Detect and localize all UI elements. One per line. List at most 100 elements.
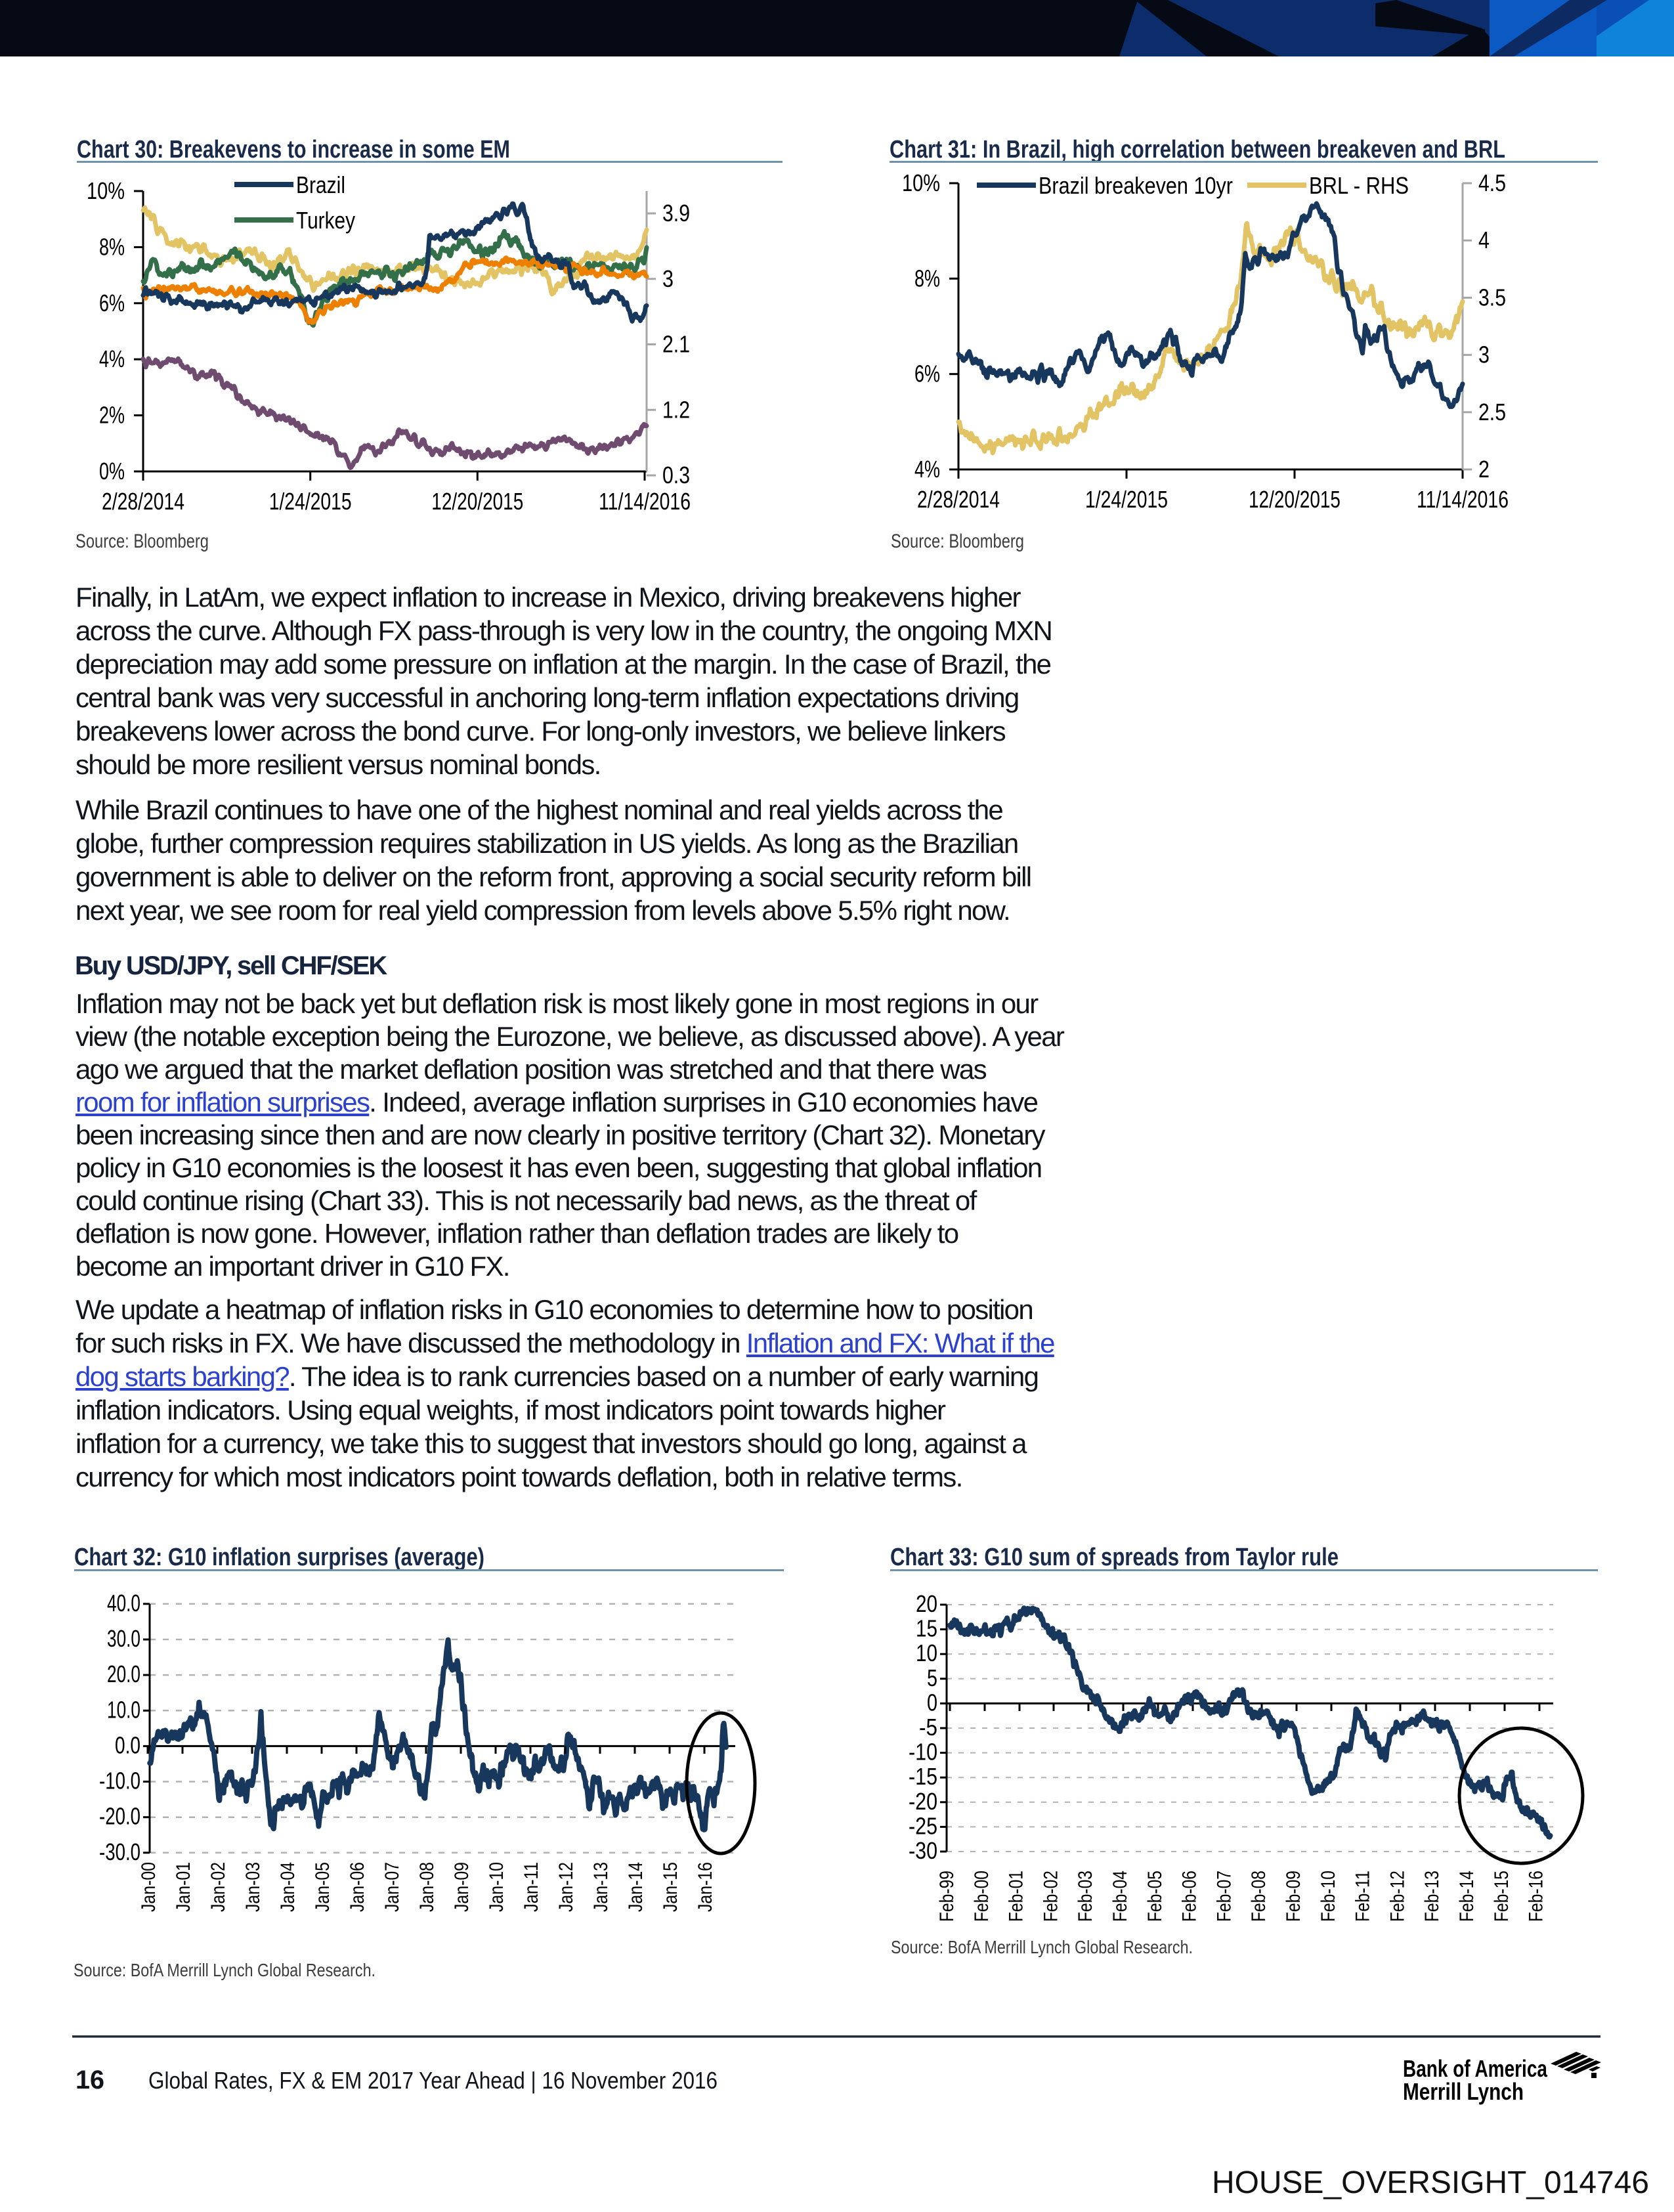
svg-text:Feb-07: Feb-07 [1213, 1871, 1235, 1922]
svg-text:Feb-11: Feb-11 [1352, 1871, 1374, 1922]
svg-text:15: 15 [916, 1615, 937, 1642]
svg-text:3: 3 [1478, 341, 1490, 368]
svg-text:3.5: 3.5 [1478, 284, 1506, 311]
svg-text:Jan-04: Jan-04 [277, 1862, 299, 1912]
svg-text:2.1: 2.1 [662, 331, 690, 358]
svg-text:10%: 10% [902, 169, 940, 196]
svg-text:16: 16 [75, 2066, 104, 2094]
svg-text:Feb-06: Feb-06 [1179, 1871, 1201, 1922]
svg-text:Jan-08: Jan-08 [416, 1862, 438, 1912]
svg-text:Source: Bloomberg: Source: Bloomberg [75, 531, 209, 552]
svg-text:20.0: 20.0 [107, 1660, 140, 1687]
svg-text:0.0: 0.0 [115, 1731, 140, 1758]
svg-text:Jan-03: Jan-03 [242, 1862, 264, 1912]
svg-text:Bank of America: Bank of America [1403, 2055, 1548, 2082]
svg-text:2.5: 2.5 [1478, 399, 1506, 425]
svg-text:Feb-14: Feb-14 [1456, 1871, 1478, 1922]
svg-text:Jan-06: Jan-06 [347, 1862, 368, 1912]
svg-text:Feb-99: Feb-99 [936, 1871, 958, 1922]
svg-text:-5: -5 [919, 1714, 937, 1741]
svg-text:Chart 30: Breakevens to increa: Chart 30: Breakevens to increase in some… [77, 136, 510, 163]
svg-text:Feb-12: Feb-12 [1386, 1871, 1408, 1922]
svg-text:8%: 8% [914, 265, 940, 292]
svg-text:Chart 32: G10 inflation surpri: Chart 32: G10 inflation surprises (avera… [74, 1544, 484, 1571]
svg-text:Feb-03: Feb-03 [1075, 1871, 1096, 1922]
svg-text:Feb-01: Feb-01 [1006, 1871, 1027, 1922]
svg-text:Jan-10: Jan-10 [486, 1862, 507, 1912]
svg-text:Source: BofA Merrill Lynch Glo: Source: BofA Merrill Lynch Global Resear… [74, 1960, 376, 1980]
svg-text:Merrill Lynch: Merrill Lynch [1403, 2078, 1524, 2105]
svg-text:BRL - RHS: BRL - RHS [1309, 172, 1409, 199]
svg-text:2: 2 [1478, 456, 1490, 483]
svg-text:10.0: 10.0 [107, 1696, 140, 1723]
svg-text:8%: 8% [99, 233, 125, 260]
svg-text:Source: Bloomberg: Source: Bloomberg [891, 531, 1024, 552]
svg-text:11/14/2016: 11/14/2016 [599, 488, 691, 515]
svg-text:10: 10 [916, 1639, 937, 1666]
svg-text:Jan-13: Jan-13 [590, 1862, 612, 1912]
svg-text:Source: BofA Merrill Lynch Glo: Source: BofA Merrill Lynch Global Resear… [891, 1937, 1193, 1957]
svg-text:-30.0: -30.0 [99, 1838, 140, 1865]
svg-text:1/24/2015: 1/24/2015 [1085, 486, 1168, 513]
svg-text:3.9: 3.9 [662, 200, 690, 227]
svg-text:Chart 31: In Brazil, high corr: Chart 31: In Brazil, high correlation be… [890, 136, 1505, 163]
svg-text:3: 3 [662, 265, 674, 292]
svg-text:Jan-01: Jan-01 [173, 1862, 194, 1912]
svg-text:4: 4 [1478, 227, 1490, 253]
svg-text:Turkey: Turkey [296, 207, 355, 234]
svg-text:HOUSE_OVERSIGHT_014746: HOUSE_OVERSIGHT_014746 [1212, 2165, 1649, 2200]
svg-text:Feb-15: Feb-15 [1491, 1871, 1513, 1922]
svg-text:30.0: 30.0 [107, 1625, 140, 1652]
svg-text:-10.0: -10.0 [99, 1767, 140, 1794]
svg-text:Jan-00: Jan-00 [138, 1862, 160, 1912]
svg-text:2%: 2% [99, 402, 125, 429]
svg-text:Brazil: Brazil [296, 171, 345, 198]
svg-text:5: 5 [927, 1664, 937, 1691]
svg-text:Jan-05: Jan-05 [312, 1862, 333, 1912]
svg-text:11/14/2016: 11/14/2016 [1417, 486, 1509, 513]
svg-text:Jan-02: Jan-02 [207, 1862, 229, 1912]
svg-text:Feb-02: Feb-02 [1040, 1871, 1062, 1922]
svg-text:Jan-15: Jan-15 [660, 1862, 681, 1912]
svg-text:20: 20 [916, 1590, 937, 1617]
svg-text:1.2: 1.2 [662, 396, 690, 423]
svg-text:4.5: 4.5 [1478, 169, 1506, 196]
svg-text:1/24/2015: 1/24/2015 [269, 488, 352, 515]
svg-text:-20.0: -20.0 [99, 1803, 140, 1830]
svg-text:0.3: 0.3 [662, 462, 690, 488]
svg-text:Chart 33: G10 sum of spreads f: Chart 33: G10 sum of spreads from Taylor… [890, 1544, 1339, 1571]
svg-text:-10: -10 [909, 1739, 937, 1766]
svg-text:-20: -20 [909, 1788, 937, 1815]
svg-text:Feb-08: Feb-08 [1248, 1871, 1270, 1922]
svg-text:Jan-16: Jan-16 [695, 1862, 716, 1912]
svg-text:10%: 10% [87, 177, 125, 204]
svg-text:Feb-10: Feb-10 [1318, 1871, 1339, 1922]
svg-text:4%: 4% [914, 456, 940, 483]
svg-text:4%: 4% [99, 345, 125, 372]
svg-text:-30: -30 [909, 1837, 937, 1864]
svg-text:-25: -25 [909, 1812, 937, 1839]
svg-text:Feb-09: Feb-09 [1283, 1871, 1304, 1922]
svg-text:Jan-14: Jan-14 [625, 1862, 647, 1912]
svg-text:6%: 6% [99, 290, 125, 316]
svg-text:6%: 6% [914, 360, 940, 387]
svg-text:Jan-07: Jan-07 [381, 1862, 403, 1912]
svg-text:Jan-12: Jan-12 [555, 1862, 577, 1912]
svg-text:Brazil breakeven 10yr: Brazil breakeven 10yr [1039, 172, 1233, 199]
svg-text:-15: -15 [909, 1763, 937, 1790]
svg-text:Global Rates, FX & EM 2017 Yea: Global Rates, FX & EM 2017 Year Ahead | … [148, 2067, 718, 2094]
svg-text:0%: 0% [99, 458, 125, 485]
svg-text:2/28/2014: 2/28/2014 [917, 486, 1000, 513]
svg-text:2/28/2014: 2/28/2014 [102, 488, 184, 515]
svg-text:12/20/2015: 12/20/2015 [431, 488, 523, 515]
svg-text:Feb-05: Feb-05 [1144, 1871, 1166, 1922]
svg-text:12/20/2015: 12/20/2015 [1249, 486, 1341, 513]
svg-text:40.0: 40.0 [107, 1590, 140, 1616]
svg-text:Feb-04: Feb-04 [1109, 1871, 1131, 1922]
svg-text:Jan-09: Jan-09 [451, 1862, 473, 1912]
svg-text:Feb-00: Feb-00 [971, 1871, 993, 1922]
svg-text:Feb-16: Feb-16 [1526, 1871, 1547, 1922]
svg-text:Feb-13: Feb-13 [1421, 1871, 1443, 1922]
svg-text:Jan-11: Jan-11 [521, 1862, 542, 1912]
svg-text:0: 0 [927, 1689, 937, 1716]
